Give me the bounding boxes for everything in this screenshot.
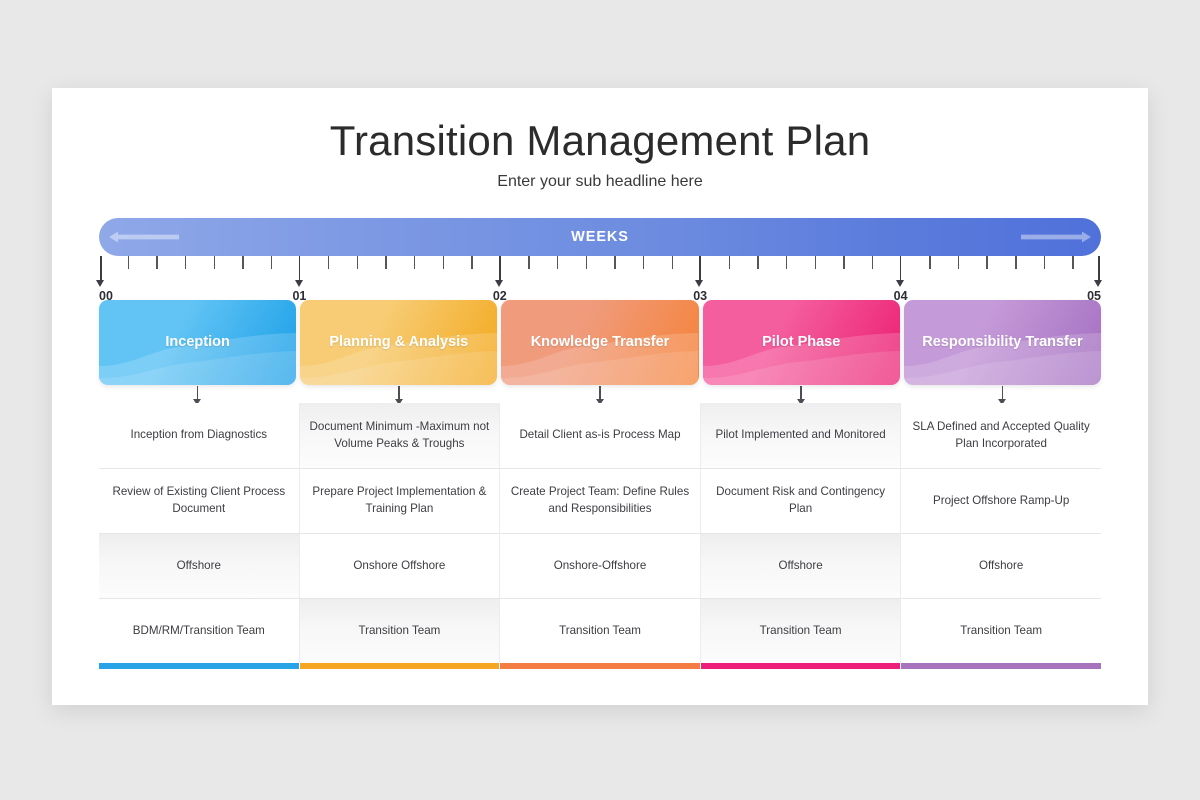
tick-minor bbox=[528, 256, 530, 269]
tick-label-05: 05 bbox=[1087, 289, 1101, 303]
arrow-down-icon bbox=[99, 385, 296, 408]
arrow-right-icon bbox=[1021, 231, 1091, 243]
tick-minor bbox=[986, 256, 988, 269]
tick-label-02: 02 bbox=[492, 289, 507, 303]
table-cell: Create Project Team: Define Rules and Re… bbox=[500, 468, 701, 533]
table-cell: Review of Existing Client Process Docume… bbox=[99, 468, 300, 533]
tick-minor bbox=[1072, 256, 1074, 269]
arrow-down-icon bbox=[904, 385, 1101, 408]
phase-card-3[interactable]: Knowledge Transfer bbox=[501, 300, 699, 385]
weeks-timeline: WEEKS 00 01 02 03 04 05 bbox=[96, 218, 1103, 303]
table-cell: Transition Team bbox=[700, 598, 902, 663]
table-row: Offshore Onshore Offshore Onshore-Offshore… bbox=[99, 533, 1101, 598]
tick-minor bbox=[929, 256, 931, 269]
tick-minor bbox=[442, 256, 444, 269]
phase-color-bars bbox=[99, 663, 1101, 669]
tick-minor bbox=[1015, 256, 1017, 269]
card-wave-decoration bbox=[501, 333, 699, 385]
weeks-label: WEEKS bbox=[571, 229, 629, 245]
tick-minor bbox=[957, 256, 960, 269]
page-title: Transition Management Plan bbox=[329, 117, 871, 164]
arrow-down-icon bbox=[501, 385, 698, 408]
table-cell: Offshore bbox=[700, 533, 902, 598]
tick-minor bbox=[127, 256, 130, 269]
phase-color-bar-4 bbox=[700, 663, 901, 669]
table-cell: Project Offshore Ramp-Up bbox=[901, 468, 1101, 533]
phase-cards: Inception Planning & Analysis Knowledge Tr… bbox=[99, 300, 1102, 385]
table-cell: BDM/RM/Transition Team bbox=[99, 598, 300, 663]
arrow-down-icon bbox=[703, 385, 900, 408]
phase-color-bar-5 bbox=[901, 663, 1101, 669]
phase-detail-table: Inception from Diagnostics Document Minim… bbox=[99, 403, 1101, 669]
table-cell: Document Minimum -Maximum not Volume Pea… bbox=[299, 403, 501, 468]
tick-minor bbox=[814, 256, 817, 269]
table-cell: Pilot Implemented and Monitored bbox=[700, 403, 902, 468]
card-wave-decoration bbox=[903, 333, 1102, 385]
card-wave-decoration bbox=[702, 333, 900, 385]
table-cell: Offshore bbox=[901, 533, 1101, 598]
phase-connectors bbox=[99, 385, 1101, 408]
arrow-down-icon bbox=[300, 385, 497, 408]
tick-minor bbox=[213, 256, 215, 269]
table-cell: Prepare Project Implementation & Trainin… bbox=[299, 468, 501, 533]
tick-minor bbox=[328, 256, 330, 269]
tick-minor bbox=[1043, 256, 1046, 269]
tick-minor bbox=[757, 256, 759, 269]
tick-minor bbox=[413, 256, 416, 269]
tick-label-04: 04 bbox=[893, 289, 908, 303]
phase-card-label: Knowledge Transfer bbox=[530, 334, 670, 351]
tick-minor bbox=[843, 256, 845, 269]
tick-minor bbox=[585, 256, 588, 269]
table-cell: Onshore-Offshore bbox=[500, 533, 701, 598]
tick-minor bbox=[385, 256, 387, 269]
arrow-left-icon bbox=[109, 231, 179, 243]
phase-card-label: Inception bbox=[165, 334, 230, 351]
phase-card-label: Pilot Phase bbox=[762, 334, 841, 351]
phase-card-2[interactable]: Planning & Analysis bbox=[300, 300, 498, 385]
tick-minor bbox=[242, 256, 244, 269]
table-cell: Document Risk and Contingency Plan bbox=[700, 468, 902, 533]
phase-color-bar-3 bbox=[500, 663, 700, 669]
card-wave-decoration bbox=[300, 333, 498, 385]
slide-panel: Transition Management Plan Enter your su… bbox=[52, 88, 1148, 705]
table-cell: Transition Team bbox=[500, 598, 701, 663]
table-row: BDM/RM/Transition Team Transition Team Tra… bbox=[99, 598, 1101, 663]
table-cell: Transition Team bbox=[901, 598, 1101, 663]
table-cell: Offshore bbox=[99, 533, 300, 598]
tick-minor bbox=[184, 256, 187, 269]
weeks-bar: WEEKS bbox=[99, 218, 1101, 256]
tick-minor bbox=[557, 256, 559, 269]
tick-minor bbox=[471, 256, 473, 269]
table-cell: Onshore Offshore bbox=[299, 533, 501, 598]
tick-minor bbox=[356, 256, 359, 269]
phase-card-label: Planning & Analysis bbox=[329, 334, 469, 351]
tick-minor bbox=[156, 256, 158, 269]
phase-color-bar-2 bbox=[299, 663, 500, 669]
timeline-ticks: 00 01 02 03 04 05 bbox=[96, 256, 1103, 303]
table-cell: Detail Client as-is Process Map bbox=[500, 403, 701, 468]
tick-minor bbox=[728, 256, 731, 269]
tick-minor bbox=[671, 256, 673, 269]
phase-card-label: Responsibility Transfer bbox=[922, 334, 1083, 351]
table-cell: Transition Team bbox=[299, 598, 501, 663]
phase-card-5[interactable]: Responsibility Transfer bbox=[903, 300, 1102, 385]
phase-color-bar-1 bbox=[99, 663, 299, 669]
table-cell: SLA Defined and Accepted Quality Plan In… bbox=[901, 403, 1101, 468]
tick-label-00: 00 bbox=[99, 289, 113, 303]
card-wave-decoration bbox=[99, 333, 297, 385]
page-subtitle: Enter your sub headline here bbox=[497, 173, 703, 190]
tick-minor bbox=[270, 256, 273, 269]
table-cell: Inception from Diagnostics bbox=[99, 403, 300, 468]
phase-card-4[interactable]: Pilot Phase bbox=[702, 300, 900, 385]
tick-minor bbox=[614, 256, 616, 269]
phase-card-1[interactable]: Inception bbox=[99, 300, 297, 385]
tick-label-03: 03 bbox=[693, 289, 708, 303]
tick-minor bbox=[786, 256, 788, 269]
table-row: Review of Existing Client Process Docume… bbox=[99, 468, 1101, 533]
tick-minor bbox=[642, 256, 645, 269]
tick-minor bbox=[871, 256, 874, 269]
tick-label-01: 01 bbox=[292, 289, 307, 303]
table-row: Inception from Diagnostics Document Minim… bbox=[99, 403, 1101, 468]
